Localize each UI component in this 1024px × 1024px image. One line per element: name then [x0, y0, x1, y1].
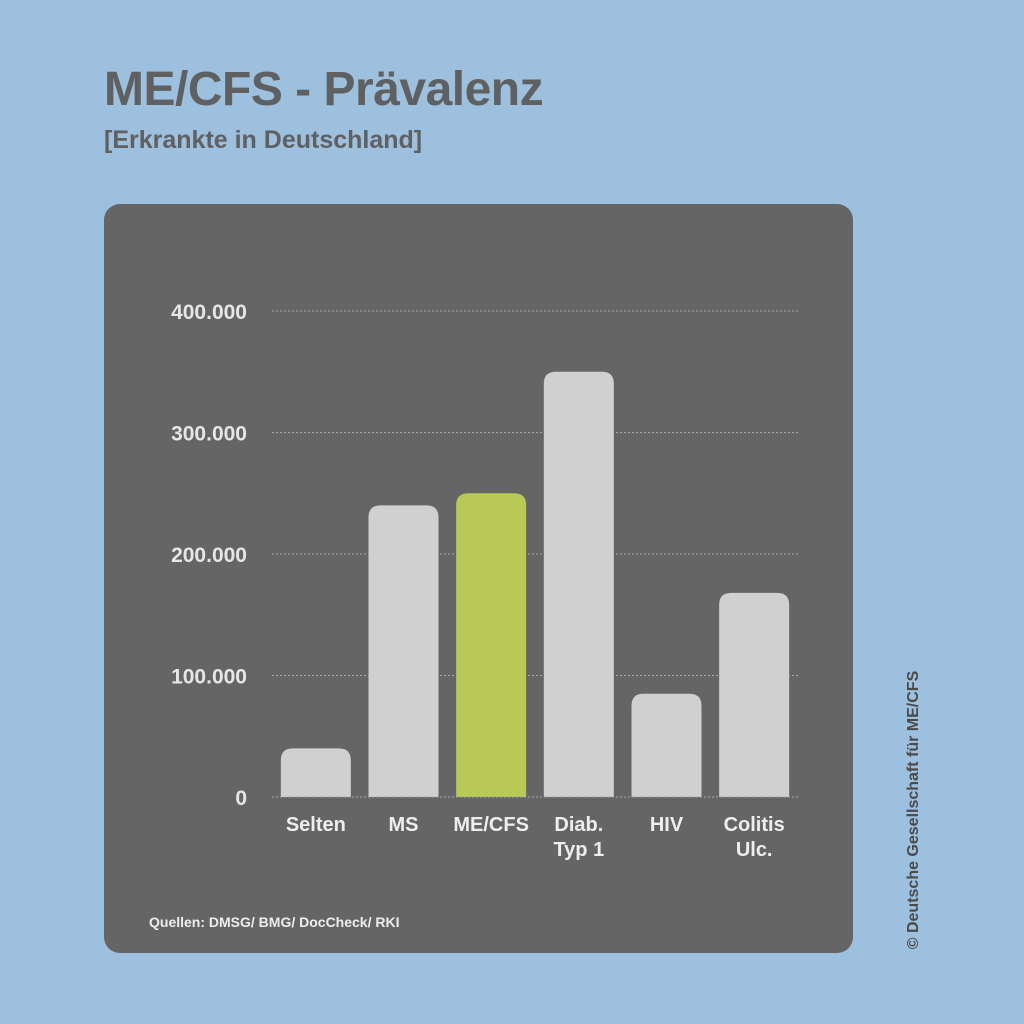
bar-hiv	[631, 693, 702, 797]
bar-selten	[280, 748, 351, 797]
x-tick-label: HIV	[650, 814, 684, 836]
bar-colitis-ulc-	[719, 592, 790, 797]
y-tick-label: 100.000	[171, 666, 247, 689]
chart-title: ME/CFS - Prävalenz	[104, 63, 544, 116]
x-tick-label: ME/CFS	[453, 814, 529, 836]
bar-diab-typ-1	[543, 371, 614, 797]
chart-subtitle: [Erkrankte in Deutschland]	[104, 126, 423, 154]
copyright-credit: © Deutsche Gesellschaft für ME/CFS	[905, 670, 922, 950]
chart-panel: 0 100.000 200.000 300.000 400.000 Selten MS ME/…	[104, 204, 853, 953]
bar-ms	[368, 505, 439, 797]
x-tick-label: Diab. Typ 1	[553, 814, 604, 861]
y-tick-label: 400.000	[171, 301, 247, 324]
x-tick-label: Colitis Ulc.	[724, 814, 785, 861]
y-tick-label: 300.000	[171, 423, 247, 446]
x-tick-label: MS	[389, 814, 419, 836]
y-tick-label: 200.000	[171, 544, 247, 567]
y-tick-label: 0	[235, 787, 247, 810]
bar-chart: 0 100.000 200.000 300.000 400.000 Selten MS ME/…	[171, 301, 798, 861]
bar-me-cfs	[456, 493, 527, 797]
source-note: Quellen: DMSG/ BMG/ DocCheck/ RKI	[149, 914, 400, 930]
x-tick-label: Selten	[286, 814, 346, 836]
